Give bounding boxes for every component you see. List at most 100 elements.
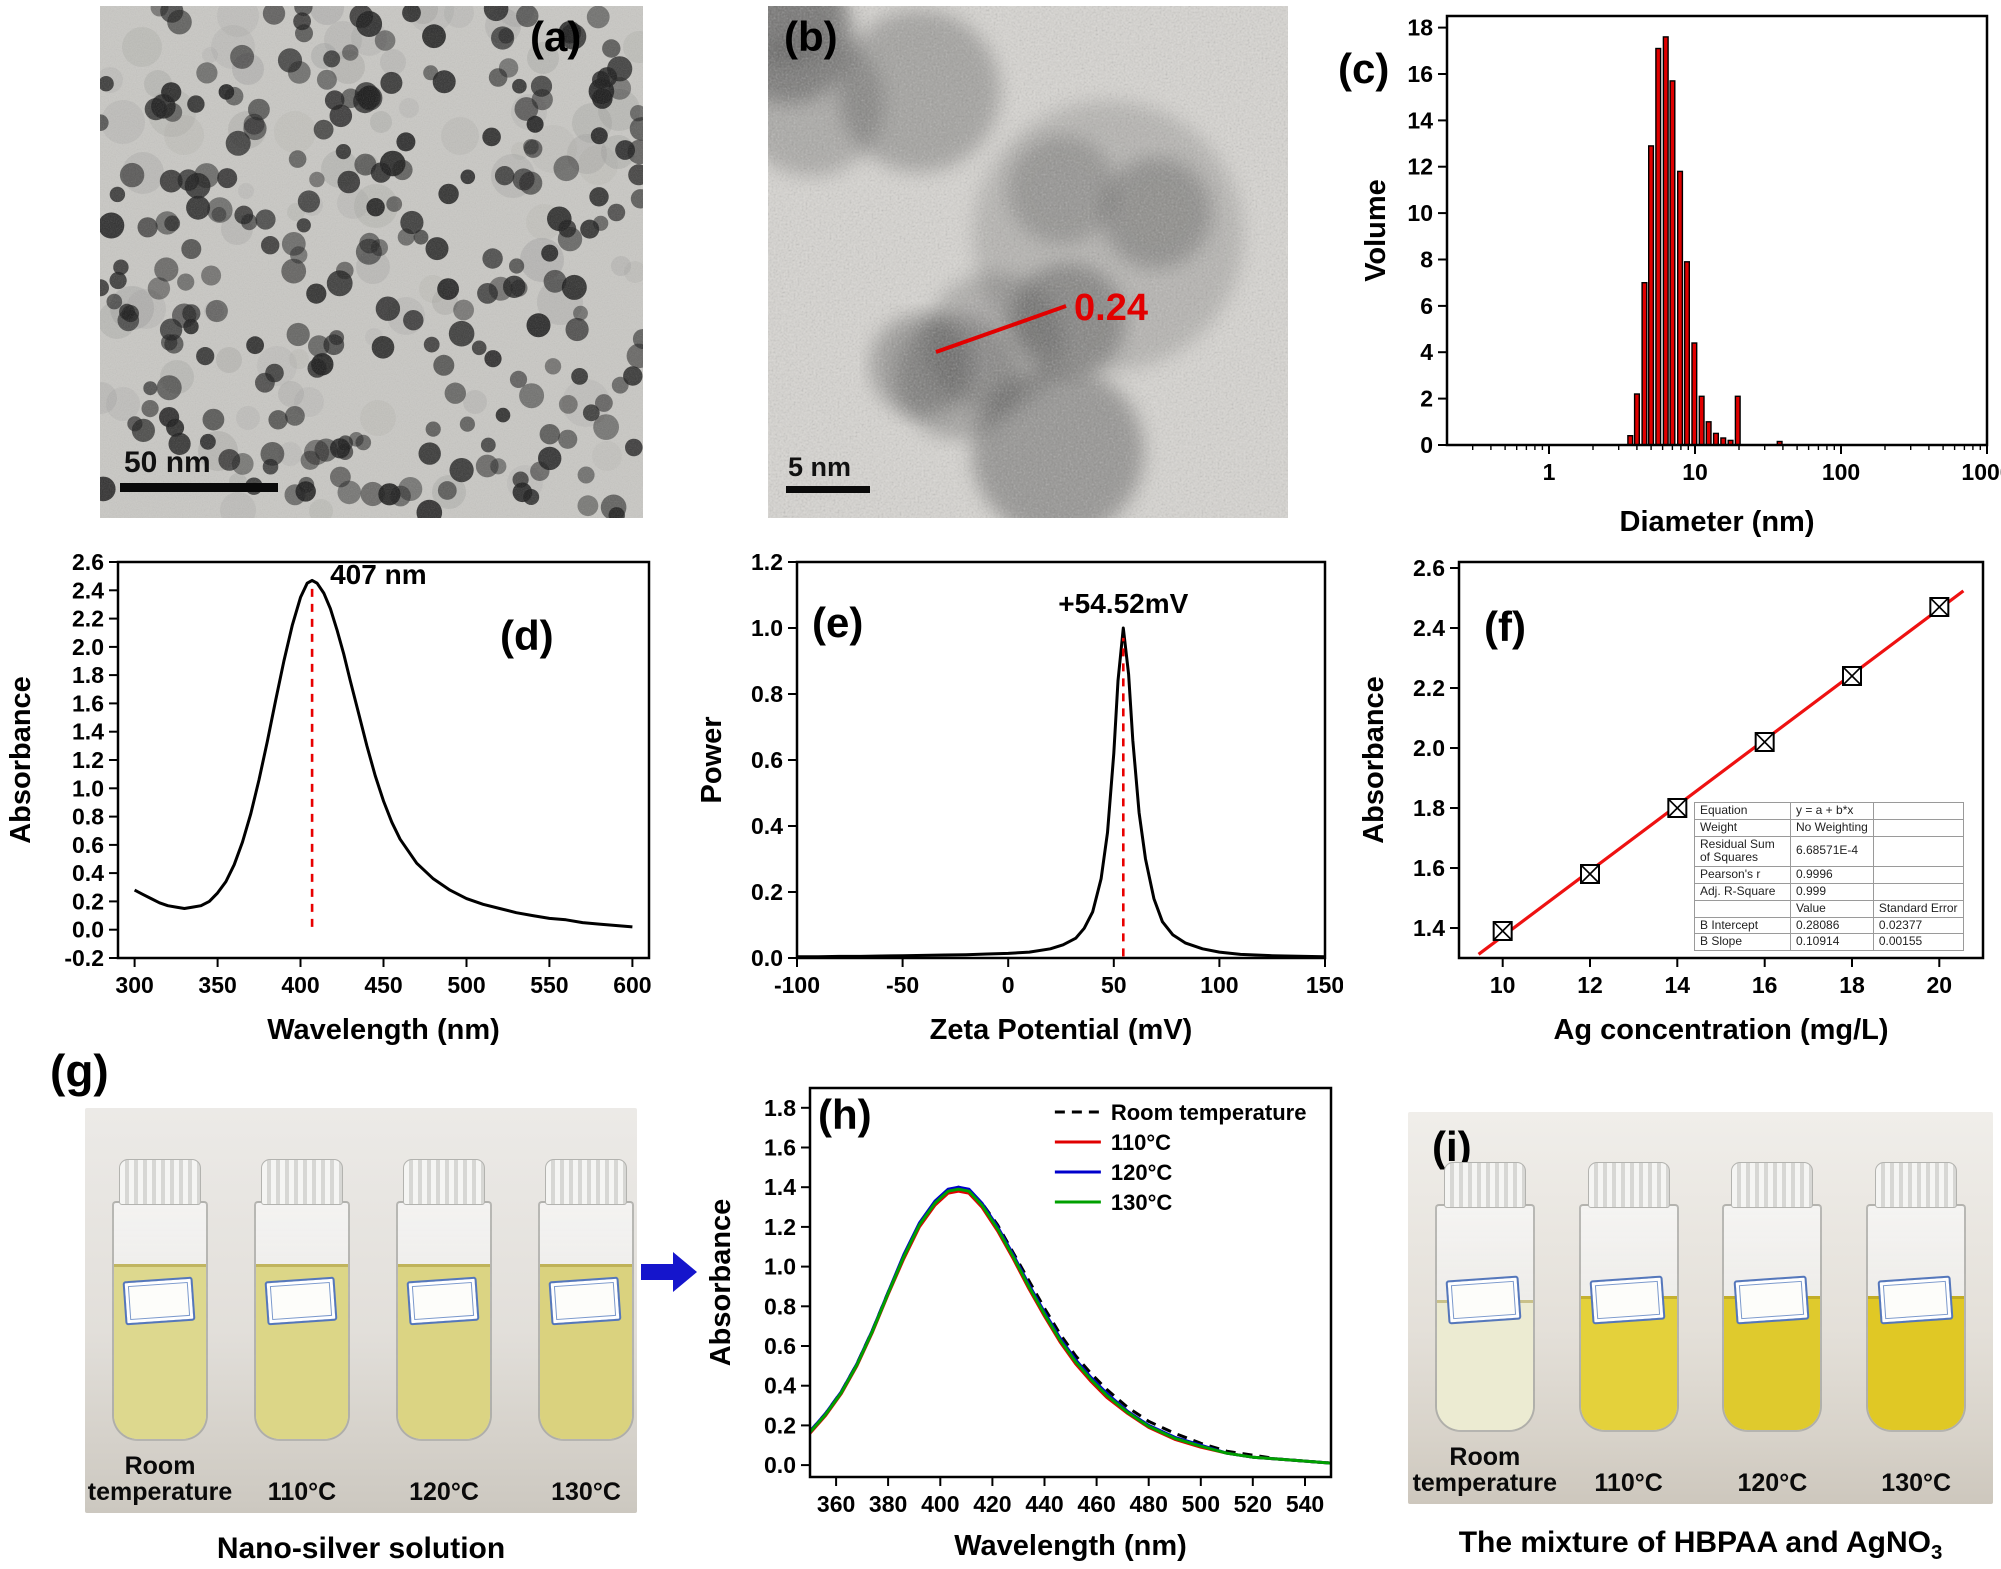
- series-line: [808, 1185, 1332, 1465]
- histogram-bar: [1648, 145, 1655, 446]
- y-tick-label: 1.2: [751, 549, 783, 575]
- panel-label-i: (i): [1432, 1123, 1472, 1170]
- axis-frame: [1457, 560, 1985, 960]
- x-tick-label: 540: [1286, 1491, 1324, 1517]
- y-tick-label: 0.6: [751, 747, 783, 773]
- x-tick-label: 150: [1306, 972, 1343, 998]
- vial-body: [112, 1201, 208, 1441]
- scale-bar: [786, 486, 870, 493]
- regression-stats-table: Equation y = a + b*x Weight No Weighting Res…: [1694, 802, 1964, 952]
- x-tick-label: 480: [1130, 1491, 1168, 1517]
- vial-sticker: [406, 1276, 480, 1325]
- stats-cell: [1872, 835, 1964, 868]
- y-tick-label: 2.0: [72, 634, 104, 660]
- x-tick-label: 600: [613, 972, 651, 998]
- vial-sticker: [548, 1276, 622, 1325]
- panel-g-caption: Nano-silver solution: [216, 1532, 506, 1565]
- vial-label: 130°C: [551, 1477, 621, 1506]
- y-tick-label: 1.8: [72, 662, 104, 688]
- y-tick-label: 0.6: [72, 832, 104, 858]
- y-tick-label: 1.6: [764, 1135, 796, 1161]
- vial-label: 130°C: [1881, 1468, 1952, 1497]
- x-tick-label: 0: [1002, 972, 1015, 998]
- y-tick-label: 0.8: [764, 1293, 796, 1319]
- stats-cell: Residual Sum of Squares: [1694, 835, 1791, 868]
- vial: Room temperature: [1413, 1162, 1557, 1496]
- legend-label: 120°C: [1111, 1160, 1173, 1185]
- vial-label: 110°C: [267, 1477, 337, 1506]
- stats-cell: Value: [1790, 899, 1874, 918]
- stats-cell: 0.9996: [1790, 866, 1874, 884]
- vial: Room temperature: [88, 1159, 232, 1505]
- histogram-bar: [1691, 342, 1698, 446]
- vial: 110°C: [231, 1159, 373, 1505]
- y-axis-label: Volume: [1360, 179, 1392, 282]
- vial-sticker: [1733, 1275, 1810, 1325]
- x-axis-label: Diameter (nm): [1620, 506, 1815, 538]
- x-tick-label: 16: [1752, 972, 1778, 998]
- histogram-bar: [1633, 393, 1641, 446]
- x-tick-label: 50: [1101, 972, 1127, 998]
- vial-cap: [119, 1159, 201, 1205]
- y-tick-label: 1.2: [764, 1214, 796, 1240]
- stats-row: Adj. R-Square 0.999: [1694, 882, 1964, 901]
- panel-label-e: (e): [812, 599, 864, 646]
- vial-body: [396, 1201, 492, 1441]
- y-tick-label: 0.0: [764, 1452, 796, 1478]
- x-tick-label: 14: [1665, 972, 1691, 998]
- stats-cell: B Slope: [1694, 933, 1791, 952]
- y-tick-label: 10: [1407, 200, 1433, 226]
- y-tick-label: 0.2: [751, 879, 783, 905]
- y-axis-label: Absorbance: [5, 676, 37, 844]
- y-axis-label: Power: [696, 716, 728, 803]
- histogram-bar: [1712, 432, 1720, 446]
- x-tick-label: 100: [1822, 459, 1860, 485]
- axis-frame: [795, 560, 1327, 960]
- histogram-bar: [1734, 395, 1741, 446]
- vial-body: [254, 1201, 350, 1441]
- vial-cap: [1587, 1162, 1670, 1208]
- series-line: [133, 578, 633, 929]
- annotation-text: 407 nm: [330, 559, 427, 590]
- stats-cell: 0.28086: [1790, 916, 1874, 935]
- x-tick-label: 450: [364, 972, 402, 998]
- series-line: [808, 1189, 1332, 1465]
- x-tick-label: 360: [817, 1491, 855, 1517]
- y-tick-label: 1.4: [72, 719, 104, 745]
- y-tick-label: 8: [1420, 247, 1433, 273]
- series-line: [808, 1185, 1332, 1465]
- stats-row: B Intercept 0.28086 0.02377: [1694, 916, 1964, 935]
- stats-cell: 6.68571E-4: [1790, 835, 1874, 868]
- x-axis-label: Zeta Potential (mV): [930, 1014, 1193, 1046]
- y-tick-label: 2.2: [72, 606, 104, 632]
- lattice-spacing-line: [935, 304, 1067, 354]
- vial-label: 120°C: [1737, 1468, 1808, 1497]
- y-tick-label: 14: [1407, 107, 1433, 133]
- x-tick-label: 420: [973, 1491, 1011, 1517]
- y-tick-label: 0.2: [764, 1412, 796, 1438]
- vial-body: [1578, 1204, 1679, 1432]
- y-tick-label: 1.0: [751, 615, 783, 641]
- x-tick-label: -100: [774, 972, 820, 998]
- y-tick-label: 4: [1420, 339, 1433, 365]
- x-tick-label: 20: [1927, 972, 1953, 998]
- vial-cap: [545, 1159, 627, 1205]
- y-tick-label: 2.0: [1413, 735, 1445, 761]
- tem-micrograph: 50 nm: [100, 6, 643, 518]
- x-tick-label: 460: [1077, 1491, 1115, 1517]
- vial: 130°C: [1845, 1162, 1987, 1496]
- stats-row: B Slope 0.10914 0.00155: [1694, 933, 1964, 952]
- stats-row: Pearson's r 0.9996: [1694, 866, 1964, 884]
- stats-cell: Equation: [1694, 802, 1791, 820]
- stats-cell: [1872, 866, 1964, 884]
- stats-cell: [1872, 802, 1964, 820]
- histogram-bar: [1677, 170, 1684, 446]
- x-tick-label: 10: [1490, 972, 1516, 998]
- panel-label-f: (f): [1484, 603, 1526, 650]
- y-tick-label: 0: [1420, 432, 1433, 458]
- y-tick-label: 0.6: [764, 1333, 796, 1359]
- hrtem-micrograph: 0.24 5 nm: [768, 6, 1288, 518]
- y-tick-label: 1.0: [72, 775, 104, 801]
